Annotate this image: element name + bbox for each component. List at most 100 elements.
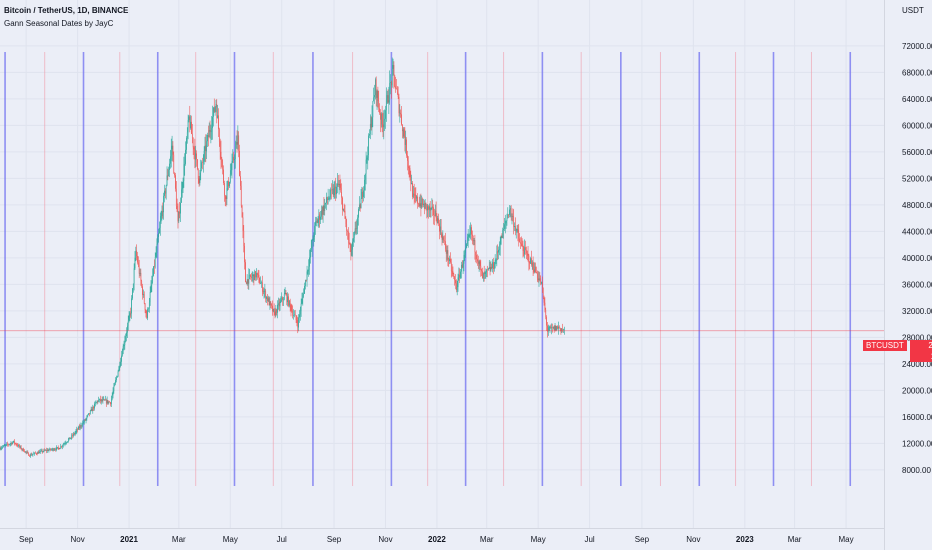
candle-body <box>334 186 336 189</box>
candle-body <box>431 206 433 208</box>
indicator-name[interactable]: Gann Seasonal Dates by JayC <box>4 19 114 28</box>
candle-body <box>342 197 343 211</box>
candle-body <box>148 302 150 309</box>
x-tick-label: Jul <box>584 535 594 544</box>
candle-body <box>450 262 452 271</box>
candle-body <box>359 204 361 209</box>
candle-body <box>473 240 475 242</box>
candle-body <box>398 96 400 114</box>
x-tick-label: Nov <box>70 535 84 544</box>
candle-body <box>181 188 183 190</box>
candle-body <box>158 233 159 238</box>
candle-body <box>327 198 329 201</box>
candle-body <box>558 326 559 329</box>
candle-body <box>198 178 200 183</box>
candle-body <box>144 303 146 310</box>
candle-body <box>432 206 434 208</box>
candle-body <box>188 116 190 121</box>
candle-body <box>552 327 553 329</box>
candle-body <box>502 229 504 239</box>
candle-body <box>429 206 431 211</box>
candle-body <box>374 95 375 98</box>
candle-body <box>416 196 418 199</box>
candle-body <box>30 454 31 457</box>
candle-body <box>7 443 8 445</box>
candle-body <box>467 236 469 240</box>
x-tick-label: Sep <box>19 535 34 544</box>
candle-body <box>558 326 560 329</box>
candle-body <box>489 267 491 271</box>
candle-body <box>478 261 480 264</box>
candle-body <box>449 258 450 262</box>
candle-body <box>470 227 472 234</box>
candle-body <box>261 282 263 292</box>
candle-body <box>174 173 175 176</box>
candle-body <box>339 183 341 188</box>
candle-body <box>121 355 122 362</box>
candle-body <box>200 168 202 173</box>
candle-body <box>330 189 332 197</box>
candle-body <box>560 328 562 332</box>
candle-body <box>178 211 180 222</box>
candle-body <box>507 214 509 219</box>
candle-body <box>497 251 499 253</box>
candle-body <box>133 268 135 284</box>
candle-body <box>332 189 334 195</box>
candle-body <box>10 442 12 444</box>
candle-body <box>296 319 298 324</box>
candle-body <box>276 309 278 313</box>
candle-body <box>84 419 86 421</box>
candle-body <box>347 231 348 232</box>
symbol-title[interactable]: Bitcoin / TetherUS, 1D, BINANCE <box>4 6 129 15</box>
candle-body <box>426 204 428 211</box>
candle-body <box>82 422 84 426</box>
candle-body <box>105 399 106 401</box>
candle-body <box>465 247 466 253</box>
candle-body <box>535 266 536 273</box>
candle-body <box>183 164 185 181</box>
candle-body <box>94 403 96 404</box>
candle-body <box>305 280 306 287</box>
candle-body <box>455 283 457 290</box>
candle-body <box>42 451 44 452</box>
candle-body <box>209 130 211 132</box>
candle-body <box>163 195 164 213</box>
candle-body <box>404 136 406 145</box>
candle-body <box>433 207 434 216</box>
candle-body <box>545 309 547 318</box>
candle-body <box>84 419 85 423</box>
candle-body <box>102 399 104 401</box>
candle-body <box>71 435 73 438</box>
candle-body <box>353 232 355 239</box>
candle-body <box>40 450 42 451</box>
candle-body <box>271 304 272 306</box>
candle-body <box>521 243 523 247</box>
candle-body <box>35 453 37 454</box>
candle-body <box>394 74 396 87</box>
candle-body <box>281 297 283 301</box>
candle-body <box>490 266 492 271</box>
candle-body <box>151 281 153 286</box>
candle-body <box>542 287 544 298</box>
candle-body <box>357 217 358 226</box>
candle-body <box>155 252 157 257</box>
last-price-label: BTCUSDT 28997.79 18:31:21 <box>863 340 932 362</box>
candle-body <box>267 296 268 302</box>
candle-body <box>455 280 456 284</box>
candle-body <box>154 256 156 267</box>
candle-body <box>208 130 210 138</box>
candle-body <box>351 249 353 256</box>
candle-body <box>406 139 407 156</box>
candle-body <box>230 170 232 175</box>
candle-body <box>272 308 274 312</box>
candle-body <box>304 286 305 294</box>
candle-body <box>267 298 269 302</box>
candle-body <box>509 209 510 215</box>
candle-body <box>447 250 449 260</box>
candle-body <box>3 445 5 447</box>
candle-body <box>40 450 41 452</box>
candle-body <box>69 437 71 439</box>
candle-body <box>46 450 47 451</box>
